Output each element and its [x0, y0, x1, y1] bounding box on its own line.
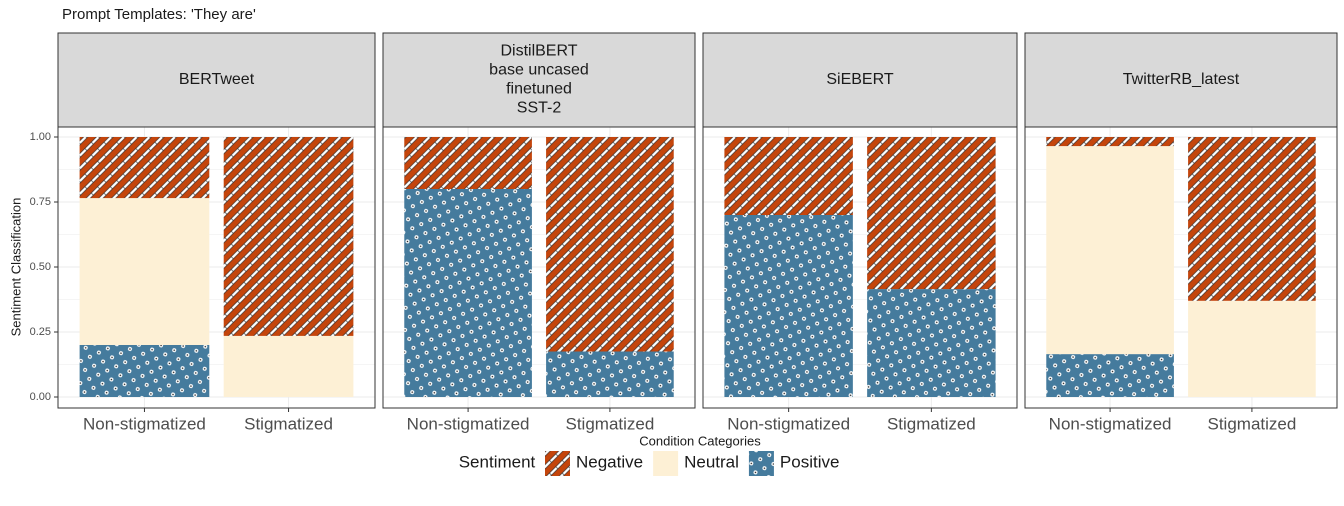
x-tick-label: Non-stigmatized	[1049, 414, 1172, 433]
bar-segment	[404, 189, 532, 397]
facet-strip	[382, 32, 696, 128]
legend-label: Neutral	[684, 452, 739, 471]
facet-title: SiEBERT	[826, 71, 894, 88]
bar-segment	[1046, 137, 1174, 147]
y-tick-label: 0.75	[30, 196, 51, 208]
x-tick-label: Non-stigmatized	[83, 414, 206, 433]
x-tick-label: Stigmatized	[244, 414, 333, 433]
bar-segment	[1188, 137, 1316, 301]
bar-segment	[1046, 354, 1174, 397]
bar-segment	[223, 137, 354, 336]
bar-segment	[724, 137, 853, 215]
bar-segment	[223, 335, 354, 397]
legend-label: Positive	[780, 452, 840, 471]
bar-segment	[546, 351, 674, 397]
facet-strip	[1024, 32, 1338, 128]
y-tick-label: 0.00	[30, 391, 51, 403]
bar-segment	[79, 345, 210, 397]
x-tick-label: Stigmatized	[887, 414, 976, 433]
y-axis-label: Sentiment Classification	[8, 198, 23, 337]
facet-title: base uncased	[489, 62, 589, 79]
facet-title: SST-2	[517, 100, 562, 117]
y-tick-label: 1.00	[30, 131, 51, 143]
panel-border	[57, 126, 376, 409]
panel-border	[1024, 126, 1338, 409]
legend-title: Sentiment	[459, 452, 536, 471]
bar-segment	[867, 137, 996, 290]
bar-segment	[867, 289, 996, 397]
y-tick-label: 0.50	[30, 261, 51, 273]
x-tick-label: Non-stigmatized	[727, 414, 850, 433]
legend-label: Negative	[576, 452, 643, 471]
facet-strip	[702, 32, 1018, 128]
x-tick-label: Non-stigmatized	[407, 414, 530, 433]
bar-segment	[546, 137, 674, 352]
x-tick-label: Stigmatized	[565, 414, 654, 433]
facet-title: DistilBERT	[500, 43, 577, 60]
panel-border	[382, 126, 696, 409]
legend-key	[748, 451, 774, 476]
bar-segment	[404, 137, 532, 189]
facet-title: finetuned	[506, 81, 572, 98]
bar-segment	[724, 215, 853, 397]
panel-border	[702, 126, 1018, 409]
x-tick-label: Stigmatized	[1207, 414, 1296, 433]
legend-key	[545, 451, 570, 476]
bar-segment	[1046, 146, 1174, 355]
facet-title: BERTweet	[179, 71, 255, 88]
x-axis-label: Condition Categories	[639, 433, 761, 448]
legend-key	[653, 451, 679, 476]
facet-strip	[57, 32, 376, 128]
facet-title: TwitterRB_latest	[1123, 71, 1240, 88]
chart-title: Prompt Templates: 'They are'	[62, 6, 256, 23]
bar-segment	[79, 198, 210, 345]
y-tick-label: 0.25	[30, 326, 51, 338]
bar-segment	[79, 137, 210, 199]
bar-segment	[1188, 300, 1316, 397]
